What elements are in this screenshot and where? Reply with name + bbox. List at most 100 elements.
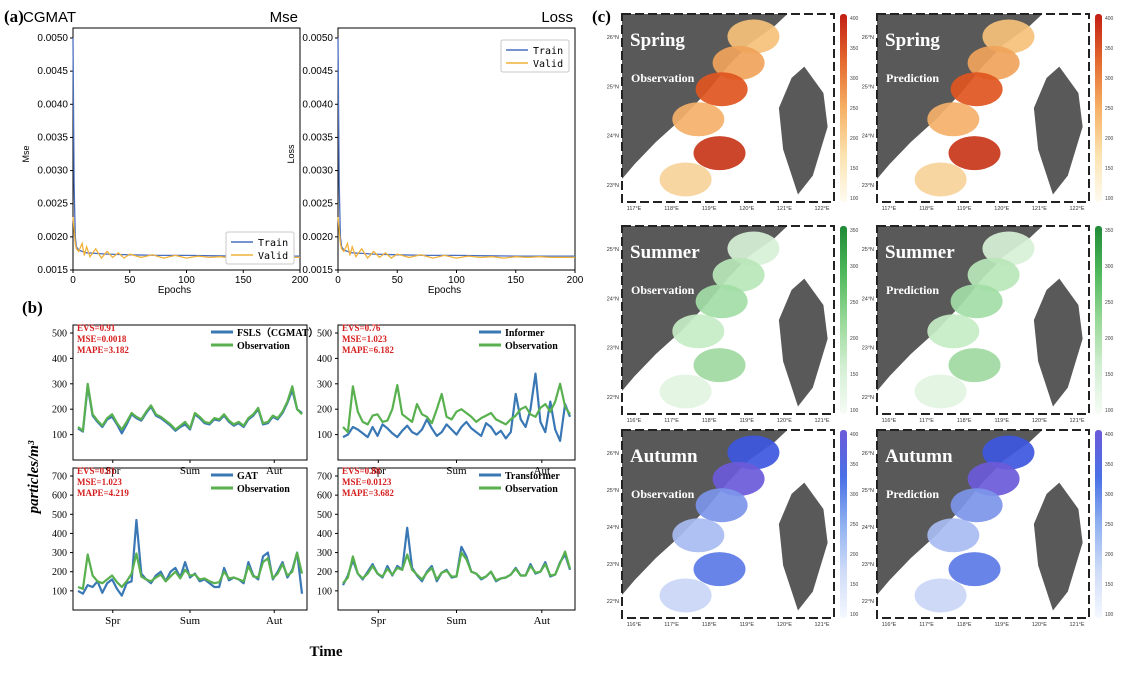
y-tick-label: 0.0015 [302, 265, 333, 276]
legend-label: Observation [237, 484, 290, 495]
x-tick-label: 100 [178, 275, 195, 286]
map-spring-observation: 26°N 25°N 24°N 23°N 117°E 118°E 119°E 120°E 121°… [607, 13, 859, 212]
colorbar-tick-label: 250 [850, 106, 859, 112]
y-tick-label: 0.0025 [302, 199, 333, 210]
latitude-label: 24°N [607, 134, 619, 140]
panel-label-a: (a) [4, 7, 24, 26]
colorbar-tick-label: 300 [1105, 264, 1114, 270]
longitude-label: 120°E [777, 418, 792, 424]
map-subtitle: Prediction [886, 283, 939, 297]
x-axis-label: Epochs [428, 285, 461, 296]
colorbar-tick-label: 100 [1105, 612, 1114, 618]
legend-label: Observation [505, 341, 558, 352]
colorbar-tick-label: 150 [850, 166, 859, 172]
colorbar-tick-label: 200 [1105, 336, 1114, 342]
map-summer-observation: 25°N 24°N 23°N 22°N 116°E 117°E 118°E 119°E 120°… [607, 225, 859, 424]
concentration-patch [659, 374, 712, 409]
concentration-patch [659, 162, 712, 197]
latitude-label: 23°N [607, 562, 619, 568]
latitude-label: 26°N [862, 35, 874, 41]
colorbar-tick-label: 150 [1105, 372, 1114, 378]
chart-title-right: Mse [270, 9, 298, 26]
y-tick-label: 200 [52, 405, 67, 416]
season-title: Spring [885, 30, 940, 51]
latitude-label: 26°N [607, 35, 619, 41]
longitude-label: 120°E [1032, 622, 1047, 628]
concentration-patch [967, 257, 1020, 292]
legend-label: Transformer [505, 471, 560, 482]
concentration-patch [693, 552, 746, 587]
colorbar-tick-label: 250 [1105, 106, 1114, 112]
island-land [1033, 278, 1083, 407]
metric-label: MSE=1.023 [77, 477, 122, 487]
y-tick-label: 0.0015 [37, 265, 68, 276]
latitude-label: 22°N [607, 599, 619, 605]
colorbar-tick-label: 300 [850, 76, 859, 82]
colorbar [840, 430, 847, 618]
concentration-patch [659, 578, 712, 613]
metric-label: EVS=0.81 [77, 466, 116, 476]
concentration-patch [672, 314, 725, 349]
x-tick-label: 200 [567, 275, 584, 286]
y-tick-label: 0.0025 [37, 199, 68, 210]
y-tick-label: 300 [317, 379, 332, 390]
longitude-label: 121°E [814, 418, 829, 424]
concentration-patch [693, 348, 746, 383]
island-land [778, 278, 828, 407]
metric-label: MSE=0.0018 [77, 334, 127, 344]
legend-label: Train [533, 46, 563, 57]
colorbar-tick-label: 100 [1105, 408, 1114, 414]
mainland-land [622, 430, 788, 595]
shared-y-axis-label: particles/m³ [26, 440, 42, 515]
colorbar [1095, 14, 1102, 202]
longitude-label: 121°E [1032, 206, 1047, 212]
season-label: Sum [446, 615, 467, 627]
mainland-land [622, 14, 788, 179]
latitude-label: 24°N [862, 525, 874, 531]
colorbar-tick-label: 200 [850, 552, 859, 558]
y-tick-label: 100 [317, 586, 332, 597]
loss-chart-a2: Loss 0.0015 0.0020 0.0025 0.0030 0.0035 0.0040… [286, 9, 584, 296]
concentration-patch [927, 314, 980, 349]
y-tick-label: 500 [317, 329, 332, 340]
concentration-patch [927, 518, 980, 553]
longitude-label: 118°E [957, 418, 972, 424]
metric-label: MAPE=3.182 [77, 345, 129, 355]
longitude-label: 118°E [702, 418, 717, 424]
longitude-label: 119°E [739, 418, 754, 424]
y-tick-label: 400 [52, 354, 67, 365]
latitude-label: 24°N [607, 296, 619, 302]
longitude-label: 116°E [627, 622, 642, 628]
series-line-train [72, 37, 300, 257]
season-title: Summer [630, 242, 700, 263]
y-axis-label: Loss [286, 144, 296, 164]
colorbar-tick-label: 200 [850, 136, 859, 142]
y-tick-label: 300 [52, 548, 67, 559]
latitude-label: 23°N [862, 346, 874, 352]
season-label: Spr [105, 615, 121, 627]
metric-label: MAPE=3.682 [342, 488, 394, 498]
colorbar-tick-label: 250 [850, 300, 859, 306]
colorbar-tick-label: 400 [1105, 16, 1114, 22]
map-frame [621, 429, 835, 619]
y-tick-label: 700 [317, 472, 332, 483]
y-tick-label: 0.0045 [37, 66, 68, 77]
latitude-label: 23°N [607, 183, 619, 189]
map-subtitle: Observation [631, 71, 695, 85]
timeseries-chart-b3: 100 200 300 400 500 600 700 Spr Sum Aut EVS=0.81MS… [52, 466, 308, 627]
longitude-label: 117°E [664, 418, 679, 424]
concentration-patch [727, 19, 780, 54]
colorbar-tick-label: 250 [850, 522, 859, 528]
x-tick-label: 50 [124, 275, 136, 286]
colorbar-tick-label: 150 [1105, 582, 1114, 588]
y-tick-label: 400 [317, 529, 332, 540]
map-subtitle: Prediction [886, 487, 939, 501]
latitude-label: 26°N [862, 451, 874, 457]
longitude-label: 116°E [882, 418, 897, 424]
longitude-label: 117°E [919, 418, 934, 424]
longitude-label: 120°E [994, 206, 1009, 212]
y-tick-label: 0.0030 [302, 166, 333, 177]
y-tick-label: 500 [317, 510, 332, 521]
colorbar-tick-label: 300 [850, 492, 859, 498]
mainland-land [877, 14, 1043, 179]
